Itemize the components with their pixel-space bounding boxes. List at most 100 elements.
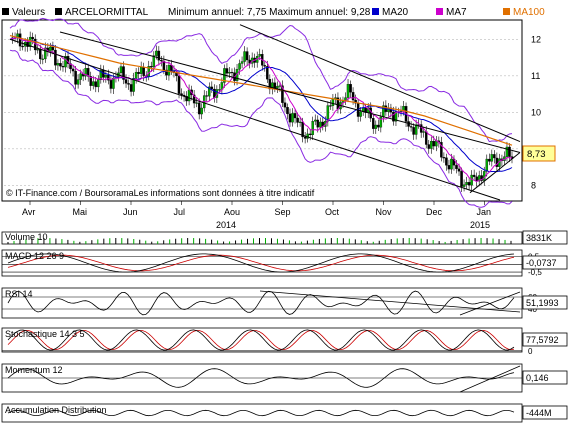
panel-name-label: Momentum 12 xyxy=(5,365,63,375)
trend-line-upper-1 xyxy=(59,31,521,153)
month-label: Dec xyxy=(426,207,443,217)
candle-body xyxy=(230,71,234,74)
candle-body xyxy=(273,82,277,89)
ma100-legend-icon xyxy=(503,8,510,15)
candle-body xyxy=(447,165,451,170)
candle-body xyxy=(187,89,191,102)
panel-signal-line xyxy=(7,329,515,351)
candle-body xyxy=(21,46,24,48)
candle-body xyxy=(293,113,297,119)
candle-body xyxy=(218,89,221,91)
panel-main-line xyxy=(7,409,515,417)
panel-value-box xyxy=(522,255,568,270)
valeurs-square-icon xyxy=(2,8,9,15)
candle-body xyxy=(61,65,65,68)
candle-body xyxy=(127,83,130,85)
panel-name-label: RSI 14 xyxy=(5,289,33,299)
candle-body xyxy=(104,74,108,78)
price-tick-label: 11 xyxy=(531,71,540,81)
candle-body xyxy=(477,175,481,182)
year-label: 2014 xyxy=(216,220,236,230)
candle-body xyxy=(124,79,128,84)
panel-frame xyxy=(1,403,523,423)
candle-body xyxy=(286,107,289,115)
candle-body xyxy=(313,119,317,122)
month-label: Jan xyxy=(477,207,492,217)
candle-body xyxy=(86,68,90,77)
candle-body xyxy=(291,113,294,123)
candle-body xyxy=(326,105,330,122)
trend-line-rebound xyxy=(469,152,521,194)
candle-body xyxy=(66,56,70,64)
candle-body xyxy=(157,50,161,61)
candle-body xyxy=(422,131,425,133)
candle-body xyxy=(485,158,489,172)
panel-value-box xyxy=(522,370,568,385)
candle-body xyxy=(281,85,284,103)
candle-body xyxy=(91,81,95,86)
candle-body xyxy=(197,102,201,115)
candle-body xyxy=(430,141,433,149)
panel-value-label: 3831K xyxy=(526,233,552,243)
candle-body xyxy=(49,46,52,52)
ma7-legend-icon xyxy=(436,8,443,15)
candle-body xyxy=(240,61,244,64)
candle-body xyxy=(225,68,229,74)
panel-signal-line xyxy=(7,254,515,272)
candle-body xyxy=(316,119,320,128)
candle-body xyxy=(490,154,494,162)
candle-body xyxy=(505,146,509,157)
candle-body xyxy=(374,124,378,129)
candle-body xyxy=(228,71,231,74)
candle-body xyxy=(445,157,448,166)
candle-body xyxy=(200,107,203,115)
candle-body xyxy=(205,95,209,97)
candle-body xyxy=(460,171,463,187)
candle-body xyxy=(266,66,269,80)
candle-body xyxy=(97,79,100,88)
month-label: Oct xyxy=(325,207,340,217)
candle-body xyxy=(331,98,335,106)
candle-body xyxy=(372,118,375,129)
candle-body xyxy=(185,96,188,102)
candle-body xyxy=(84,68,87,77)
candle-body xyxy=(165,69,168,76)
price-tick-label: 12 xyxy=(531,34,541,44)
price-panel: 12111098 © IT-Finance.com / BoursoramaLe… xyxy=(1,17,556,208)
panel-main-line xyxy=(7,290,515,316)
ma20-legend-icon xyxy=(372,8,379,15)
candle-body xyxy=(129,84,133,92)
panel-value-box xyxy=(522,332,568,347)
panel-frame xyxy=(1,287,523,319)
panel-main-line xyxy=(7,329,515,351)
candle-body xyxy=(56,63,60,66)
candle-body xyxy=(102,70,105,78)
price-tick-label: 10 xyxy=(531,107,541,117)
candle-body xyxy=(508,146,511,157)
panel-value-box xyxy=(522,230,568,245)
panel-ad: Accumulation Distribution -444M xyxy=(1,403,568,423)
candle-body xyxy=(303,136,307,139)
copyright-text: © IT-Finance.com / BoursoramaLes informa… xyxy=(6,188,315,198)
candle-body xyxy=(31,36,34,40)
candle-body xyxy=(94,81,98,88)
candle-body xyxy=(278,85,282,87)
price-grid xyxy=(4,38,520,186)
candle-body xyxy=(109,80,113,89)
candle-body xyxy=(311,121,314,136)
candle-body xyxy=(107,74,110,81)
chart-header: Valeurs ARCELORMITTAL Minimum annuel: 7,… xyxy=(2,7,545,18)
candle-body xyxy=(349,84,352,93)
candle-body xyxy=(276,86,279,89)
candle-body xyxy=(51,46,55,51)
candle-body xyxy=(167,65,171,76)
panel-main-line xyxy=(7,253,515,273)
month-label: Aou xyxy=(224,207,240,217)
candle-body xyxy=(139,66,143,74)
candle-body xyxy=(263,65,267,67)
ticker-label: ARCELORMITTAL xyxy=(65,7,149,18)
candle-body xyxy=(462,184,466,187)
candle-body xyxy=(112,77,115,89)
price-axis: 12111098 xyxy=(531,34,541,190)
